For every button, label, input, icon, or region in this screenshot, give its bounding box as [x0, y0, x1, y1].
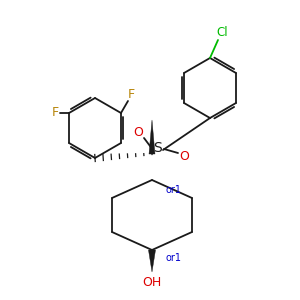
Text: OH: OH	[142, 275, 162, 289]
Text: or1: or1	[166, 185, 182, 195]
Text: F: F	[52, 106, 58, 119]
Text: O: O	[179, 149, 189, 163]
Text: F: F	[128, 88, 134, 101]
Text: Cl: Cl	[216, 26, 228, 40]
Text: O: O	[133, 125, 143, 139]
Polygon shape	[149, 120, 155, 154]
Text: or1: or1	[166, 253, 182, 263]
Text: S: S	[154, 141, 162, 155]
Polygon shape	[148, 250, 155, 272]
